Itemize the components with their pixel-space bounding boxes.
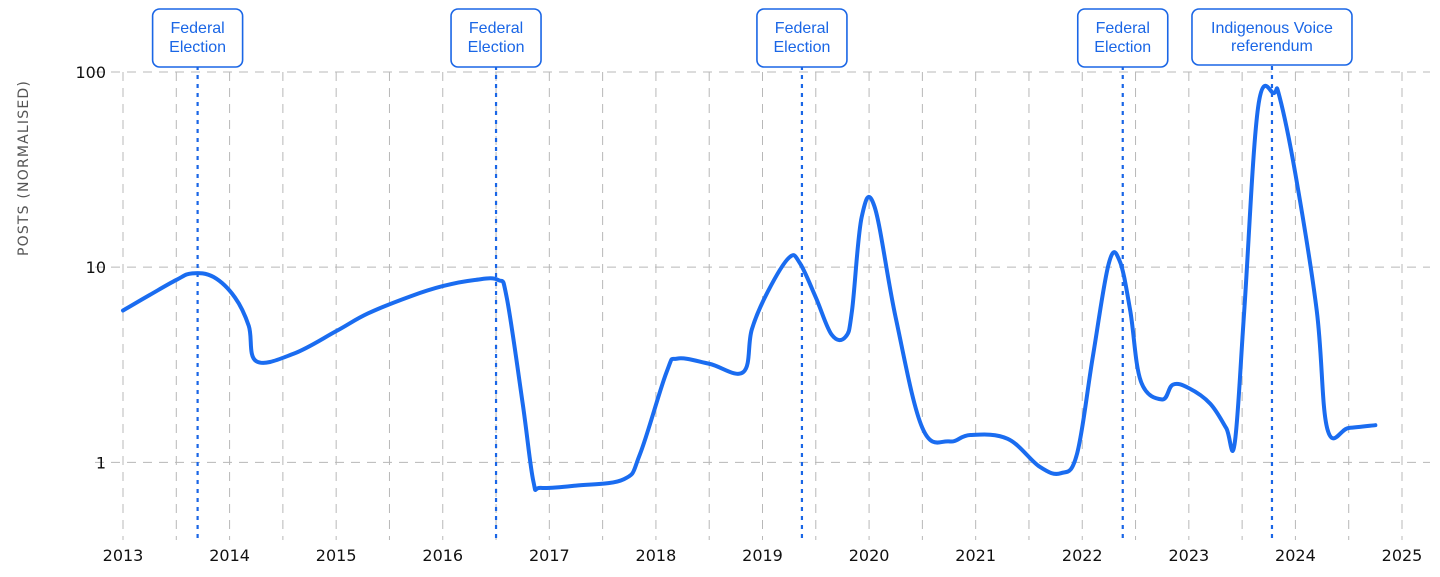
event-label-box [151,8,244,68]
x-axis-ticks: 2013 2014 2015 2016 2017 2018 2019 2020 2021 2022… [103,546,1423,565]
grid [95,71,1430,540]
x-tick-label: 2013 [103,546,144,565]
x-tick-label: 2016 [422,546,463,565]
series-line [121,83,1378,492]
event-label-line: Federal [1096,20,1150,37]
event-label-line: Federal [775,20,829,37]
x-tick-label: 2017 [529,546,570,565]
x-tick-label: 2023 [1168,546,1209,565]
y-axis-title: POSTS (NORMALISED) [16,80,32,256]
x-tick-label: 2024 [1275,546,1316,565]
x-tick-label: 2019 [742,546,783,565]
x-tick-label: 2015 [316,546,357,565]
x-tick-label: 2014 [209,546,250,565]
event-label-box [1191,8,1353,66]
event-label-line: Federal [170,20,224,37]
annotations: Federal Election Federal Election Federal Ele… [151,8,1353,540]
x-tick-label: 2018 [636,546,677,565]
event-label-box [450,8,542,68]
y-tick-label: 10 [86,258,106,277]
series-layer [121,83,1378,492]
event-label-box [756,8,848,68]
event-annotation: Federal Election [450,8,542,540]
x-tick-label: 2021 [955,546,996,565]
event-label-line: Election [1094,39,1151,56]
event-label-line: Election [773,39,830,56]
y-tick-label: 1 [96,453,106,472]
x-tick-label: 2022 [1062,546,1103,565]
event-annotation: Federal Election [151,8,244,540]
event-label-line: Election [468,39,525,56]
event-label-line: Election [169,39,226,56]
event-annotation: Federal Election [756,8,848,540]
x-tick-label: 2025 [1382,546,1423,565]
y-axis-ticks: 1 10 100 [75,63,106,472]
y-tick-label: 100 [75,63,106,82]
event-label-box [1076,8,1169,68]
event-label-line: Federal [469,20,523,37]
event-annotation: Federal Election [1076,8,1169,540]
event-label-line: Indigenous Voice [1211,20,1333,37]
x-tick-label: 2020 [849,546,890,565]
event-label-line: referendum [1231,38,1313,55]
